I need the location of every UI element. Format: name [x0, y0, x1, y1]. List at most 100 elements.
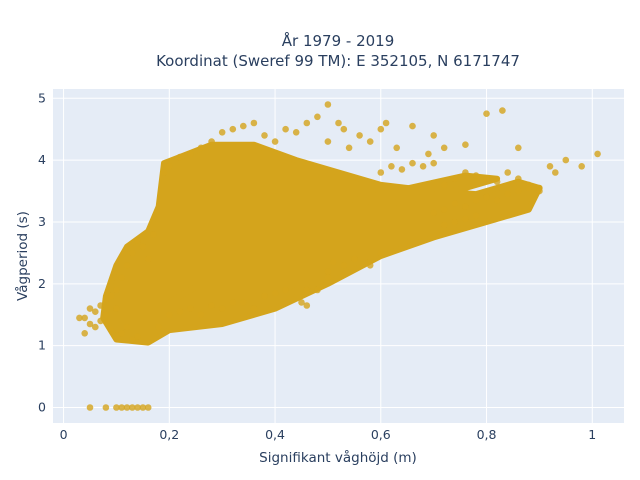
data-point: [409, 159, 416, 167]
data-point: [430, 159, 438, 167]
data-point: [377, 125, 385, 133]
data-point: [139, 243, 147, 250]
data-point: [166, 311, 173, 319]
data-point: [150, 231, 157, 238]
data-point: [261, 292, 268, 300]
data-point: [451, 218, 459, 226]
y-axis-ticks: 0 1 2 3 4 5: [38, 90, 46, 414]
data-point: [314, 113, 321, 121]
data-point: [483, 110, 490, 117]
data-point: [515, 187, 522, 195]
data-point: [366, 138, 374, 145]
data-point: [134, 404, 141, 411]
data-point: [81, 314, 88, 322]
x-tick-label: 0,4: [265, 427, 285, 442]
data-point: [462, 215, 469, 223]
chart-title-line-2: Koordinat (Sweref 99 TM): E 352105, N 61…: [156, 52, 520, 70]
data-point: [440, 181, 448, 189]
data-point: [129, 249, 136, 257]
data-point: [229, 299, 237, 306]
data-point: [483, 175, 490, 182]
data-point: [493, 197, 501, 204]
data-point: [382, 119, 390, 127]
data-point: [102, 404, 110, 411]
data-point: [187, 150, 194, 158]
data-point: [118, 330, 125, 337]
x-tick-label: 0,2: [159, 427, 179, 442]
x-tick-label: 0: [60, 427, 68, 442]
data-point: [451, 200, 459, 207]
data-point: [324, 274, 332, 281]
data-point: [536, 187, 543, 195]
data-point: [139, 404, 147, 411]
data-point: [303, 286, 311, 294]
data-point: [97, 302, 104, 309]
x-tick-label: 0,8: [477, 427, 497, 442]
x-tick-label: 0,6: [371, 427, 391, 442]
data-points: [76, 101, 601, 411]
data-point: [176, 153, 184, 161]
data-point: [86, 404, 94, 411]
data-point: [76, 314, 83, 322]
data-point: [472, 212, 480, 220]
data-point: [324, 101, 332, 108]
data-point: [97, 317, 104, 325]
data-point: [356, 132, 363, 139]
data-point: [187, 305, 194, 312]
data-point: [409, 122, 416, 130]
data-point: [440, 144, 448, 152]
data-point: [129, 336, 136, 343]
data-point: [81, 330, 88, 337]
data-point: [113, 404, 120, 411]
data-point: [250, 305, 258, 312]
x-axis-label: Signifikant våghöjd (m): [259, 449, 417, 466]
data-point: [92, 323, 99, 331]
data-point: [451, 175, 459, 182]
data-point: [298, 299, 305, 306]
data-point: [118, 274, 125, 281]
data-point: [440, 221, 448, 229]
y-tick-label: 3: [38, 214, 46, 229]
data-point: [144, 404, 152, 411]
data-point: [197, 311, 205, 319]
data-point: [552, 169, 559, 176]
data-point: [197, 144, 205, 152]
data-point: [377, 169, 385, 176]
y-tick-label: 0: [38, 400, 46, 415]
y-tick-label: 2: [38, 276, 46, 291]
data-point: [240, 299, 247, 306]
y-tick-label: 1: [38, 338, 46, 353]
data-point: [208, 138, 215, 145]
data-point: [92, 308, 99, 316]
data-point: [166, 163, 173, 170]
data-point: [324, 138, 332, 145]
data-point: [218, 129, 226, 136]
data-point: [240, 122, 247, 130]
data-point: [118, 404, 125, 411]
data-point: [123, 262, 131, 269]
y-axis-label: Vågperiod (s): [14, 211, 31, 301]
chart-title-line-1: År 1979 - 2019: [282, 31, 395, 50]
data-point: [144, 255, 152, 263]
data-point: [107, 326, 115, 334]
data-point: [160, 169, 168, 176]
data-point: [345, 144, 353, 152]
data-point: [229, 125, 237, 133]
data-point: [419, 163, 427, 170]
data-point: [282, 125, 289, 133]
data-point: [113, 305, 120, 312]
data-point: [208, 302, 215, 309]
data-point: [504, 169, 512, 176]
data-point: [303, 302, 311, 309]
data-point: [102, 311, 110, 319]
data-point: [440, 206, 448, 213]
data-point: [340, 125, 348, 133]
data-point: [398, 166, 406, 173]
data-point: [292, 129, 300, 136]
data-point: [134, 333, 141, 340]
data-point: [578, 163, 585, 170]
data-point: [594, 150, 601, 158]
data-point: [107, 292, 115, 300]
data-point: [113, 286, 120, 294]
